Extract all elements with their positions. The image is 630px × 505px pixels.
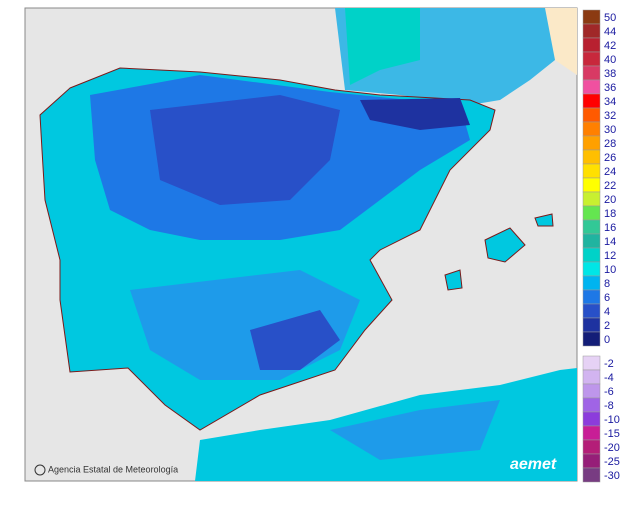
legend-label: 10 — [604, 264, 616, 276]
legend-swatch — [582, 149, 601, 165]
legend-swatch — [582, 397, 601, 413]
legend-label: 18 — [604, 208, 616, 220]
credit: Agencia Estatal de Meteorología — [48, 464, 178, 474]
legend-swatch — [582, 411, 601, 427]
legend-label: 12 — [604, 250, 616, 262]
legend-label: 32 — [604, 110, 616, 122]
cold-core — [150, 95, 340, 205]
france-coast — [345, 8, 420, 85]
legend-label: 44 — [604, 26, 616, 38]
legend-swatch — [582, 247, 601, 263]
legend-label: 22 — [604, 180, 616, 192]
copyright-icon — [34, 464, 46, 476]
mallorca — [484, 227, 526, 263]
legend-swatch — [582, 439, 601, 455]
legend-label: -15 — [604, 428, 620, 440]
legend-label: 6 — [604, 292, 610, 304]
legend-swatch — [582, 369, 601, 385]
legend-label: 42 — [604, 40, 616, 52]
legend-swatch — [582, 163, 601, 179]
legend-label: -8 — [604, 400, 614, 412]
legend-swatch — [582, 135, 601, 151]
legend-swatch — [582, 23, 601, 39]
legend-swatch — [582, 289, 601, 305]
legend-swatch — [582, 37, 601, 53]
legend-swatch — [582, 233, 601, 249]
legend-swatch — [582, 65, 601, 81]
legend-label: 24 — [604, 166, 616, 178]
legend: 5044424038363432302826242220181614121086… — [582, 9, 620, 483]
legend-label: -10 — [604, 414, 620, 426]
legend-swatch — [582, 191, 601, 207]
legend-swatch — [582, 275, 601, 291]
legend-swatch — [582, 453, 601, 469]
legend-swatch — [582, 205, 601, 221]
legend-label: 36 — [604, 82, 616, 94]
legend-swatch — [582, 303, 601, 319]
pyrenees — [360, 98, 470, 130]
legend-label: 30 — [604, 124, 616, 136]
legend-swatch — [582, 425, 601, 441]
legend-swatch — [582, 331, 601, 347]
legend-swatch — [582, 317, 601, 333]
legend-label: 4 — [604, 306, 610, 318]
menorca — [534, 213, 554, 227]
legend-swatch — [582, 121, 601, 137]
legend-swatch — [582, 177, 601, 193]
atlas — [330, 400, 500, 460]
legend-label: -30 — [604, 470, 620, 482]
legend-label: 26 — [604, 152, 616, 164]
legend-label: 38 — [604, 68, 616, 80]
legend-label: 2 — [604, 320, 610, 332]
legend-label: 50 — [604, 12, 616, 24]
legend-label: -2 — [604, 358, 614, 370]
legend-swatch — [582, 355, 601, 371]
legend-label: 28 — [604, 138, 616, 150]
legend-swatch — [582, 51, 601, 67]
legend-swatch — [582, 219, 601, 235]
legend-swatch — [582, 467, 601, 483]
legend-label: -20 — [604, 442, 620, 454]
france-inland — [545, 8, 577, 75]
legend-label: 14 — [604, 236, 616, 248]
legend-swatch — [582, 107, 601, 123]
legend-label: 16 — [604, 222, 616, 234]
sierra-nevada — [250, 310, 340, 370]
logo: aemet — [510, 456, 557, 473]
legend-swatch — [582, 93, 601, 109]
legend-label: -4 — [604, 372, 614, 384]
legend-label: 40 — [604, 54, 616, 66]
legend-swatch — [582, 261, 601, 277]
legend-swatch — [582, 383, 601, 399]
legend-label: -25 — [604, 456, 620, 468]
legend-swatch — [582, 79, 601, 95]
ibiza — [444, 269, 463, 291]
legend-label: -6 — [604, 386, 614, 398]
legend-label: 0 — [604, 334, 610, 346]
legend-label: 8 — [604, 278, 610, 290]
legend-swatch — [582, 9, 601, 25]
legend-label: 20 — [604, 194, 616, 206]
legend-label: 34 — [604, 96, 616, 108]
